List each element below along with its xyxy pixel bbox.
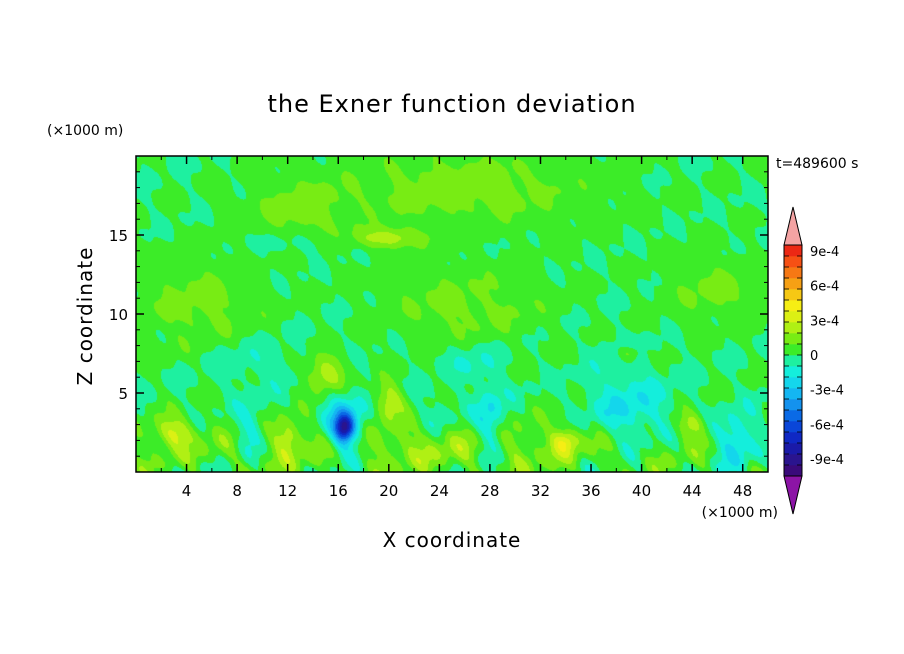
y-tick-label: 10: [109, 306, 128, 324]
colorbar-label: 9e-4: [810, 245, 839, 260]
colorbar-bin: [784, 388, 802, 400]
colorbar-bin: [784, 300, 802, 312]
colorbar-bin: [784, 267, 802, 279]
colorbar-bin: [784, 344, 802, 356]
colorbar-label: -9e-4: [810, 453, 844, 468]
colorbar-bin: [784, 443, 802, 455]
x-tick-label: 40: [632, 482, 651, 500]
x-axis-label: X coordinate: [383, 528, 522, 552]
y-tick-label: 15: [109, 227, 128, 245]
colorbar-bin: [784, 256, 802, 268]
x-tick-label: 48: [733, 482, 752, 500]
colorbar-bin: [784, 399, 802, 411]
colorbar-bin: [784, 377, 802, 389]
colorbar-label: 6e-4: [810, 280, 839, 295]
colorbar-bin: [784, 366, 802, 378]
colorbar-bin: [784, 465, 802, 477]
x-tick-label: 32: [531, 482, 550, 500]
colorbar-bin: [784, 289, 802, 301]
colorbar-bin: [784, 421, 802, 433]
contour-field: [136, 156, 768, 472]
y-unit-label: (×1000 m): [47, 123, 123, 139]
colorbar-bin: [784, 245, 802, 257]
colorbar: 9e-4 6e-4 3e-4 0 -3e-4 -6e-4 -9e-4: [783, 206, 844, 515]
x-tick-label: 16: [329, 482, 348, 500]
colorbar-bin: [784, 322, 802, 334]
colorbar-bin: [784, 311, 802, 323]
x-unit-label: (×1000 m): [702, 505, 778, 521]
x-tick-label: 12: [278, 482, 297, 500]
colorbar-label: -6e-4: [810, 418, 844, 433]
colorbar-bin: [784, 278, 802, 290]
time-label: t=489600 s: [776, 156, 858, 172]
colorbar-label: 0: [810, 349, 818, 364]
x-tick-label: 8: [232, 482, 242, 500]
colorbar-label: -3e-4: [810, 384, 844, 399]
x-tick-label: 24: [430, 482, 449, 500]
colorbar-bin: [784, 432, 802, 444]
x-axis-ticks: 4 8 12 16 20 24 28 32 36 40 44 48: [160, 156, 752, 500]
colorbar-over-triangle: [783, 206, 803, 246]
colorbar-bin: [784, 333, 802, 345]
chart-title: the Exner function deviation: [267, 90, 636, 118]
y-axis-label: Z coordinate: [73, 247, 97, 386]
x-tick-label: 44: [683, 482, 702, 500]
x-tick-label: 28: [480, 482, 499, 500]
colorbar-bin: [784, 454, 802, 466]
colorbar-bin: [784, 410, 802, 422]
colorbar-frame: [783, 244, 803, 477]
colorbar-label: 3e-4: [810, 314, 839, 329]
colorbar-bin: [784, 355, 802, 367]
y-tick-label: 5: [118, 385, 128, 403]
x-tick-label: 4: [182, 482, 192, 500]
colorbar-under-triangle: [783, 475, 803, 515]
y-axis-ticks: 5 10 15: [109, 171, 768, 457]
x-tick-label: 20: [379, 482, 398, 500]
contour-field-container: [136, 156, 768, 472]
x-tick-label: 36: [581, 482, 600, 500]
